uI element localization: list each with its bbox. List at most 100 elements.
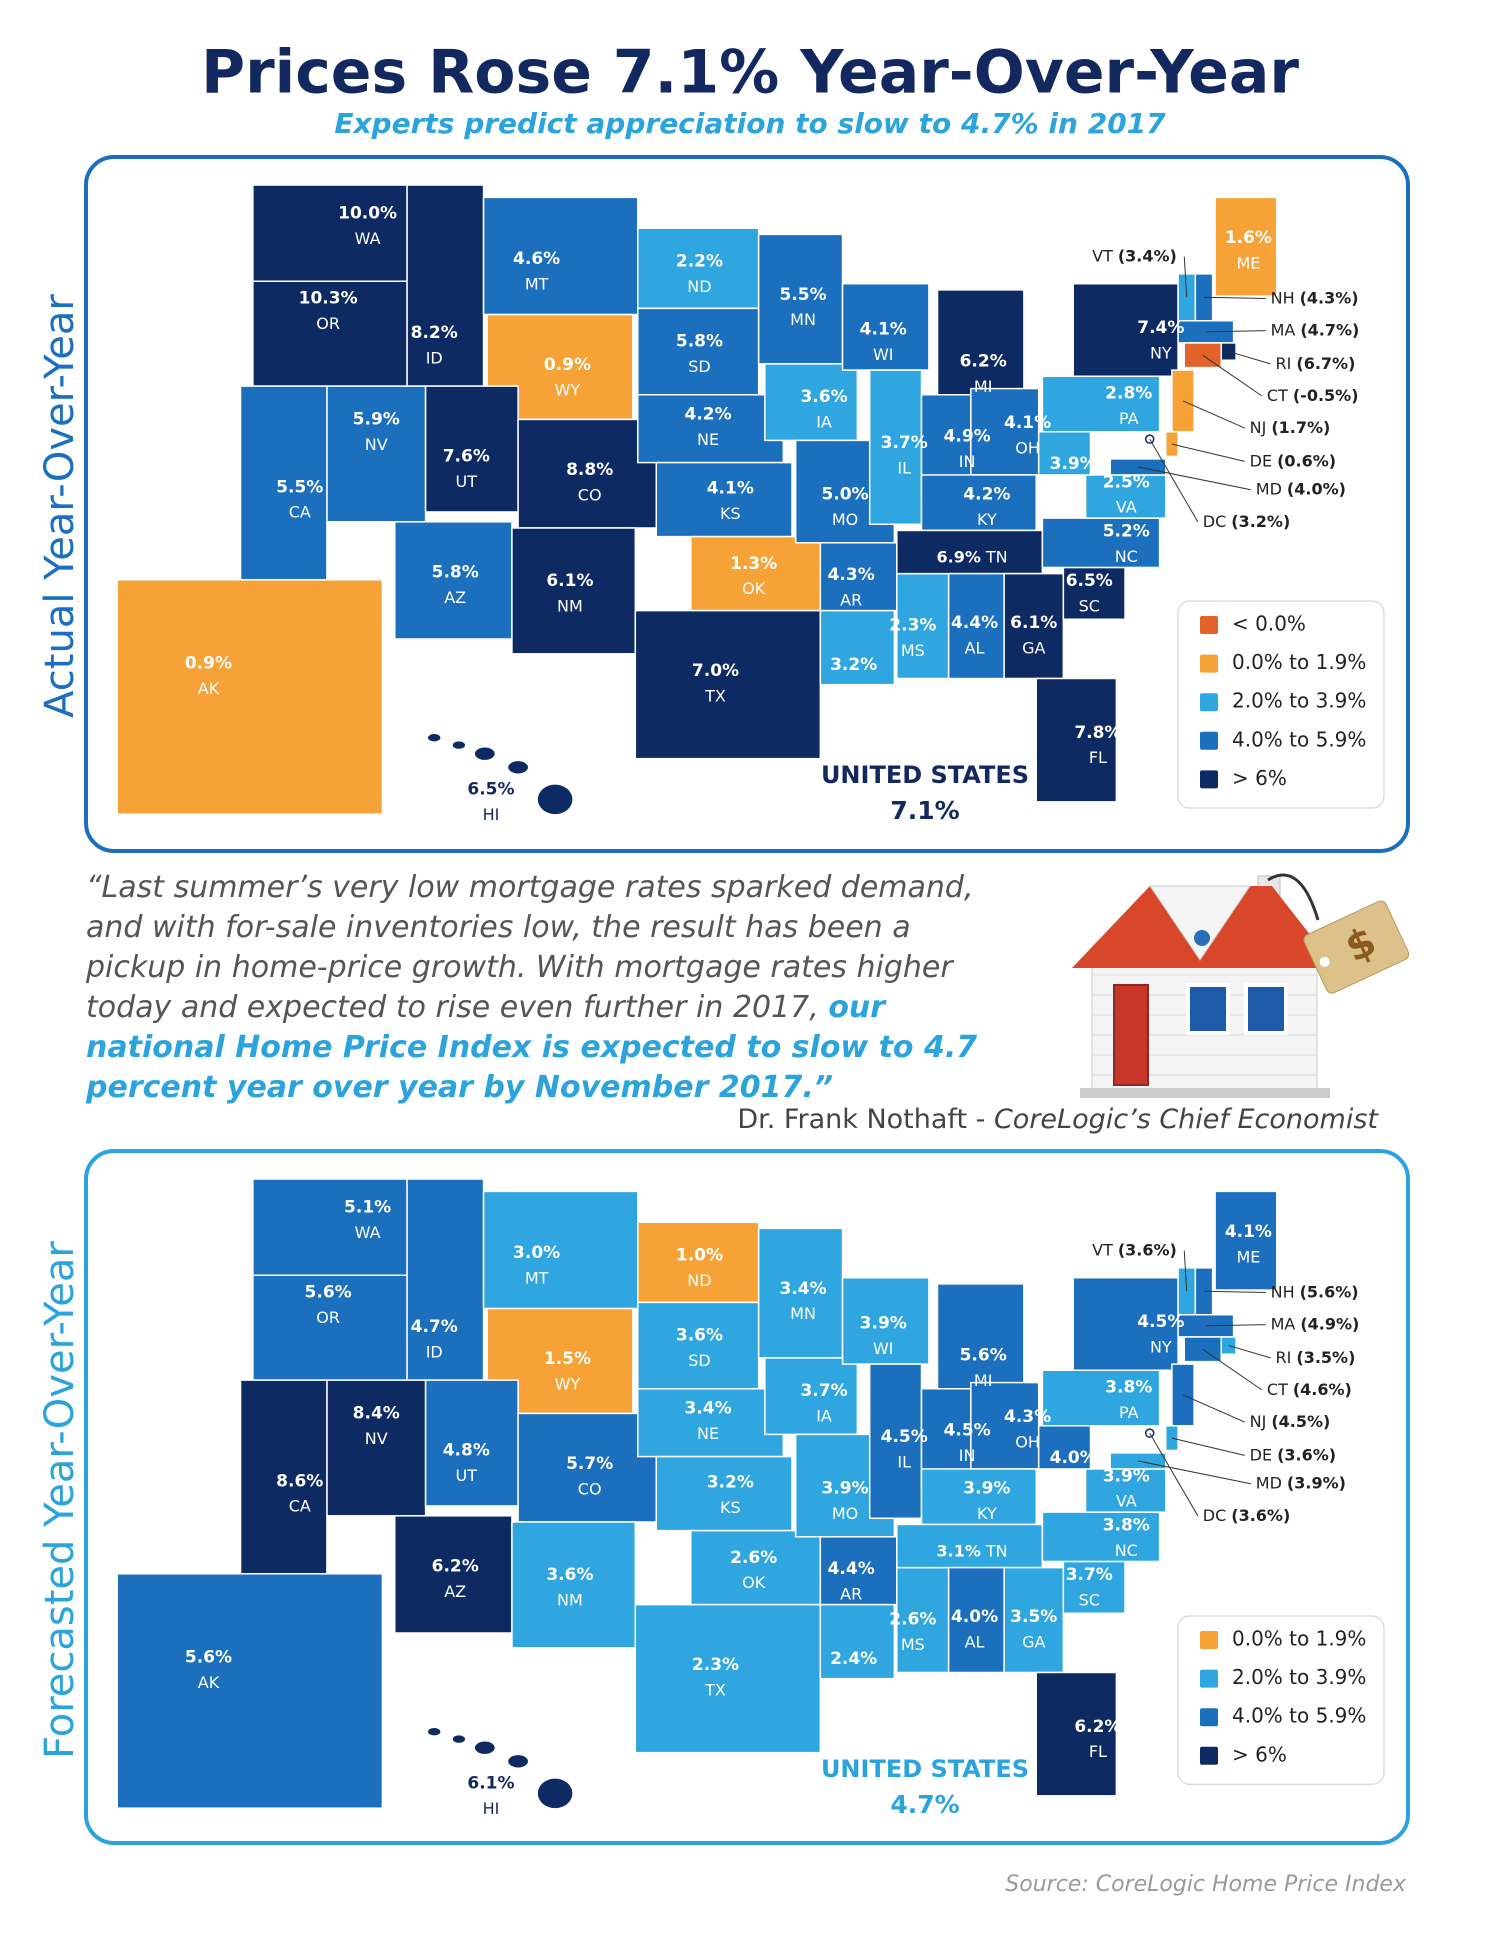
legend-swatch	[1200, 1669, 1218, 1688]
state-abbr: IA	[816, 413, 832, 432]
quote-emphasis: our national Home Price Index is expecte…	[86, 990, 978, 1105]
state-value: 4.3%	[1004, 1407, 1051, 1427]
state-value: 5.7%	[566, 1454, 613, 1474]
state-label: DC (3.6%)	[1203, 1505, 1291, 1524]
state-shape	[757, 1227, 844, 1359]
state-value: 4.4%	[828, 1559, 875, 1579]
state-value: 4.1%	[707, 479, 754, 499]
state-abbr: DC	[1203, 511, 1227, 530]
total-value: 7.1%	[890, 796, 959, 825]
source: Source: CoreLogic Home Price Index	[1005, 1872, 1407, 1897]
state-abbr: AR	[840, 590, 862, 609]
state-value: 4.0%	[951, 1607, 998, 1627]
state-value: 6.2%	[960, 351, 1007, 371]
state-label: 6.9% TN	[937, 547, 1008, 566]
state-abbr: FL	[1089, 748, 1107, 767]
quote: “Last summer’s very low mortgage rates s…	[86, 868, 1016, 1108]
state-shape	[511, 527, 637, 655]
state-value: 0.9%	[544, 355, 591, 375]
state-value: 1.5%	[544, 1349, 591, 1369]
state-shape	[637, 307, 760, 396]
callout-line	[1205, 1324, 1266, 1327]
state-shape	[252, 1178, 408, 1277]
state-abbr: MA	[1271, 1314, 1296, 1333]
state-shape	[1041, 375, 1161, 433]
callout-line	[1202, 1348, 1263, 1391]
state-abbr: OK	[742, 1573, 766, 1592]
callout-line	[1182, 400, 1245, 429]
state-value: 3.4%	[685, 1398, 732, 1418]
state-shape	[637, 1388, 785, 1458]
state-shape	[452, 741, 466, 749]
state-shape	[394, 1515, 513, 1634]
state-abbr: NM	[557, 596, 583, 615]
state-value: 4.1%	[860, 319, 907, 339]
state-value: 3.9%	[860, 1313, 907, 1333]
state-value: 3.9%	[963, 1479, 1010, 1499]
state-abbr: NJ	[1250, 1412, 1267, 1431]
state-shape	[690, 1529, 822, 1606]
state-abbr: TN	[985, 1541, 1008, 1560]
state-shape	[508, 1755, 528, 1768]
state-value: 3.7%	[1066, 1565, 1113, 1585]
state-value: 5.6%	[185, 1648, 232, 1668]
state-abbr: MO	[832, 510, 858, 529]
state-shape	[116, 1573, 384, 1809]
state-value: 4.1%	[1004, 413, 1051, 433]
state-abbr: WI	[873, 345, 894, 364]
state-value: 3.0%	[513, 1243, 560, 1263]
state-shape	[511, 1521, 637, 1649]
state-abbr: ME	[1236, 1247, 1260, 1266]
state-value: (4.3%)	[1300, 288, 1359, 307]
state-abbr: NC	[1115, 547, 1138, 566]
state-value: 4.6%	[513, 249, 560, 269]
state-shape	[819, 1603, 896, 1680]
state-label: NH (5.6%)	[1271, 1282, 1359, 1301]
state-abbr: OH	[1015, 439, 1040, 458]
state-abbr: SC	[1079, 1590, 1100, 1609]
state-value: 3.7%	[800, 1381, 847, 1401]
state-value: 7.6%	[443, 446, 490, 466]
state-value: 6.5%	[1066, 571, 1113, 591]
state-value: 2.3%	[692, 1655, 739, 1675]
state-value: (3.6%)	[1118, 1240, 1177, 1259]
legend-label: 2.0% to 3.9%	[1232, 689, 1366, 713]
state-label: MD (3.9%)	[1256, 1473, 1346, 1492]
state-abbr: VT	[1092, 1240, 1113, 1259]
state-value: (4.5%)	[1271, 1412, 1330, 1431]
state-shape	[1084, 474, 1167, 519]
state-value: 3.5%	[1010, 1607, 1057, 1627]
state-abbr: AZ	[444, 588, 466, 607]
state-label: NJ (1.7%)	[1250, 418, 1331, 437]
state-abbr: NV	[365, 435, 388, 454]
state-abbr: SC	[1079, 596, 1100, 615]
state-shape	[1041, 517, 1161, 569]
state-value: 3.2%	[830, 655, 877, 675]
state-abbr: CT	[1267, 1379, 1288, 1398]
state-shape	[970, 387, 1040, 476]
state-shape	[868, 1363, 923, 1520]
legend-swatch	[1200, 616, 1218, 634]
state-label: RI (6.7%)	[1276, 353, 1356, 372]
state-value: 5.8%	[676, 332, 723, 352]
state-shape	[326, 1379, 427, 1517]
state-value: 3.9%	[1050, 454, 1097, 474]
state-abbr: CA	[289, 1497, 311, 1516]
state-value: 2.2%	[676, 252, 723, 272]
state-value: 10.3%	[299, 289, 358, 309]
state-value: (4.7%)	[1300, 320, 1359, 339]
state-shape	[896, 572, 950, 680]
legend-label: > 6%	[1232, 1742, 1287, 1766]
callout-line	[1183, 1250, 1188, 1292]
legend-swatch	[1200, 1708, 1218, 1727]
legend-label: > 6%	[1232, 766, 1287, 790]
state-abbr: NE	[697, 430, 719, 449]
state-abbr: MN	[790, 1304, 816, 1323]
state-label: VT (3.6%)	[1092, 1240, 1177, 1259]
state-label: 3.1% TN	[937, 1541, 1008, 1560]
state-value: 4.3%	[828, 565, 875, 585]
state-abbr: IN	[959, 452, 976, 471]
state-shape	[634, 1603, 822, 1754]
state-shape	[424, 1379, 519, 1507]
state-label: DC (3.2%)	[1203, 511, 1291, 530]
